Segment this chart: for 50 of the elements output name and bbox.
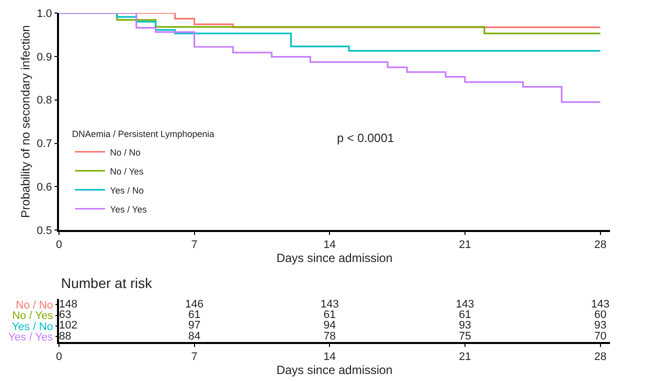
data-label: 60 bbox=[594, 309, 606, 322]
data-label: 61 bbox=[458, 309, 472, 322]
x-tick-label: 0 bbox=[56, 239, 62, 252]
x-tick-label: 14 bbox=[324, 350, 336, 363]
data-label: 94 bbox=[324, 320, 336, 332]
y-tick-label: 0.6 bbox=[36, 182, 52, 194]
data-label: 148 bbox=[59, 298, 78, 310]
x-axis-title: Days since admission bbox=[276, 251, 393, 266]
legend-title: DNAemia / Persistent Lymphopenia bbox=[72, 129, 214, 140]
y-tick-label: 1.0 bbox=[36, 8, 52, 20]
data-label: 143 bbox=[456, 298, 474, 310]
data-label: 63 bbox=[59, 309, 72, 322]
y-tick-label: Yes / Yes bbox=[8, 332, 54, 344]
data-label: 88 bbox=[59, 330, 72, 342]
data-label: 97 bbox=[188, 320, 200, 332]
x-tick-label: 21 bbox=[458, 350, 472, 363]
x-tick-label: 7 bbox=[191, 239, 198, 252]
chart-title: Number at risk bbox=[61, 275, 154, 291]
data-label: 70 bbox=[594, 330, 606, 342]
x-tick-label: 28 bbox=[594, 350, 606, 363]
data-label: 102 bbox=[59, 320, 78, 332]
legend-label: No / No bbox=[110, 147, 141, 158]
x-axis-title: Days since admission bbox=[276, 362, 393, 377]
y-axis-title: Probability of no secondary infection bbox=[18, 25, 33, 218]
data-label: 93 bbox=[594, 320, 606, 332]
y-tick-label: No / No bbox=[16, 299, 54, 312]
y-tick-label: 0.7 bbox=[36, 138, 52, 150]
data-label: 78 bbox=[324, 330, 336, 342]
y-tick-label: 0.5 bbox=[36, 224, 52, 237]
legend-label: No / Yes bbox=[110, 166, 144, 176]
y-tick-label: 0.8 bbox=[36, 94, 52, 107]
data-label: 143 bbox=[320, 298, 339, 310]
legend-label: Yes / No bbox=[110, 185, 144, 196]
y-tick-label: Yes / No bbox=[12, 320, 54, 333]
y-tick-label: 0.9 bbox=[36, 51, 52, 64]
data-label: 84 bbox=[188, 330, 200, 342]
data-label: 93 bbox=[458, 320, 472, 332]
data-label: 61 bbox=[324, 309, 336, 322]
x-tick-label: 28 bbox=[594, 239, 606, 252]
x-tick-label: 21 bbox=[458, 239, 472, 252]
legend-label: Yes / Yes bbox=[110, 204, 148, 214]
x-tick-label: 0 bbox=[56, 350, 62, 363]
y-tick-label: No / Yes bbox=[12, 310, 54, 322]
data-label: 61 bbox=[188, 309, 200, 322]
data-label: 75 bbox=[458, 330, 472, 342]
data-label: 143 bbox=[591, 298, 610, 310]
x-tick-label: 14 bbox=[324, 239, 336, 252]
data-label: 146 bbox=[185, 298, 204, 310]
x-tick-label: 7 bbox=[191, 350, 198, 363]
annotation: p < 0.0001 bbox=[337, 131, 394, 145]
